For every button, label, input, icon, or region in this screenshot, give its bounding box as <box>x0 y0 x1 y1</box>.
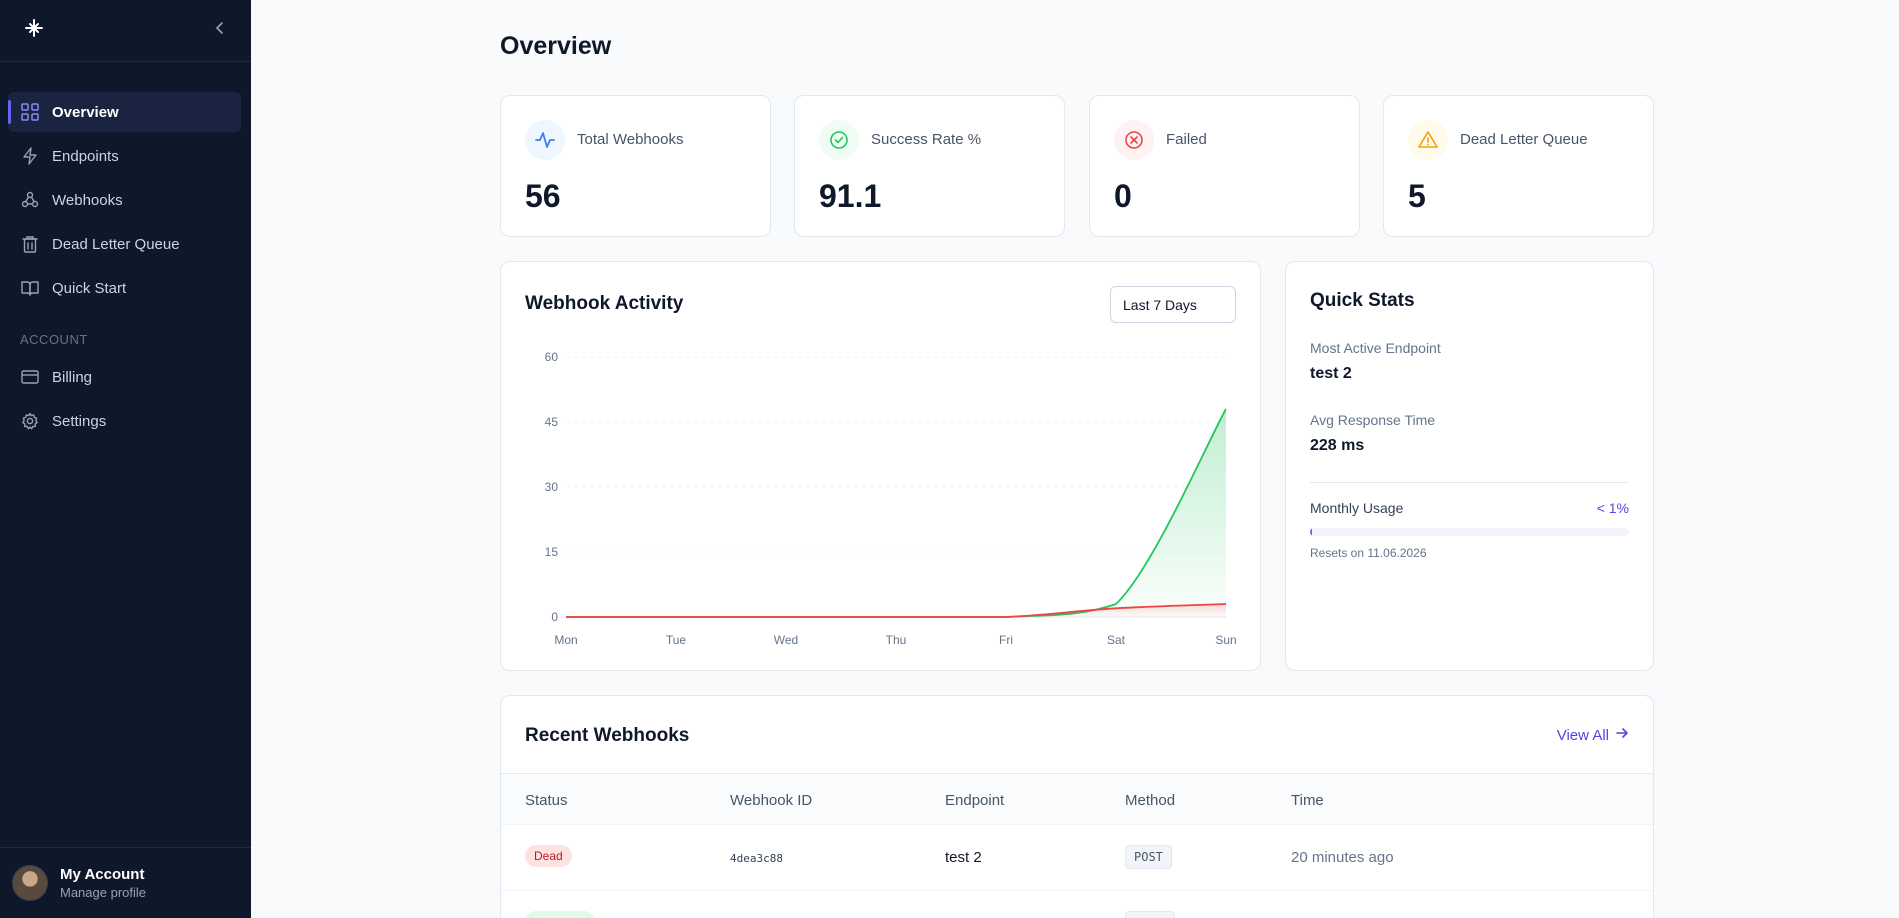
webhook-id: 4dea3c88 <box>730 852 783 865</box>
series-area <box>566 409 1226 617</box>
trash-icon <box>20 234 40 254</box>
sidebar-item-endpoints[interactable]: Endpoints <box>8 136 241 176</box>
most-active-endpoint-value: test 2 <box>1310 365 1352 382</box>
lightning-icon <box>20 146 40 166</box>
y-tick-label: 30 <box>545 480 559 494</box>
recent-webhooks-card: Recent Webhooks View All Status Webhook … <box>500 695 1654 918</box>
x-tick-label: Fri <box>999 633 1013 647</box>
avatar <box>12 865 48 901</box>
account-section-title: ACCOUNT <box>20 332 88 347</box>
avg-response-time-value: 228 ms <box>1310 437 1365 454</box>
stat-card-success-rate: Success Rate % 91.1 <box>794 95 1065 237</box>
stat-label: Dead Letter Queue <box>1460 131 1588 148</box>
activity-icon <box>525 120 565 160</box>
table-row[interactable] <box>501 890 1653 918</box>
monthly-usage-value: < 1% <box>1596 500 1629 516</box>
series-line <box>566 408 1227 618</box>
x-tick-label: Tue <box>666 633 687 647</box>
chevron-left-icon[interactable] <box>213 21 227 40</box>
x-tick-label: Sat <box>1107 633 1126 647</box>
recent-webhooks-title: Recent Webhooks <box>525 725 690 746</box>
series-line <box>566 603 1227 618</box>
view-all-label: View All <box>1556 726 1609 744</box>
most-active-endpoint-label: Most Active Endpoint <box>1310 340 1441 356</box>
usage-reset-text: Resets on 11.06.2026 <box>1310 546 1427 560</box>
view-all-link[interactable]: View All <box>1557 726 1629 744</box>
column-header-time: Time <box>1291 792 1324 809</box>
gear-icon <box>20 411 40 431</box>
method-badge: POST <box>1125 845 1172 869</box>
activity-chart: 0 15 30 45 60 Mon Tue Wed Thu Fri Sat Sun <box>545 350 1237 647</box>
x-tick-label: Mon <box>554 633 577 647</box>
sidebar-item-settings[interactable]: Settings <box>8 401 241 441</box>
logo-icon[interactable] <box>24 18 44 43</box>
avg-response-time-label: Avg Response Time <box>1310 412 1436 428</box>
account-subtitle: Manage profile <box>60 885 146 900</box>
sidebar-item-dead-letter-queue[interactable]: Dead Letter Queue <box>8 224 241 264</box>
quick-stats-title: Quick Stats <box>1310 290 1415 311</box>
sidebar-item-label: Overview <box>52 103 119 121</box>
stat-card-total-webhooks: Total Webhooks 56 <box>500 95 771 237</box>
stat-card-dead-letter-queue: Dead Letter Queue 5 <box>1383 95 1654 237</box>
column-header-endpoint: Endpoint <box>945 792 1005 809</box>
arrow-right-icon <box>1615 726 1629 744</box>
monthly-usage-fill <box>1310 528 1312 536</box>
date-range-select[interactable]: Last 7 Days <box>1110 286 1236 323</box>
check-circle-icon <box>819 120 859 160</box>
stat-value: 5 <box>1408 178 1426 214</box>
time-ago: 20 minutes ago <box>1291 849 1394 866</box>
sidebar-item-label: Endpoints <box>52 147 119 165</box>
sidebar-item-label: Dead Letter Queue <box>52 235 180 253</box>
method-badge <box>1125 911 1175 918</box>
sidebar-item-billing[interactable]: Billing <box>8 357 241 397</box>
sidebar-item-label: Settings <box>52 412 107 430</box>
status-badge <box>525 911 595 918</box>
sidebar-item-label: Billing <box>52 368 93 386</box>
endpoint-name: test 2 <box>945 849 982 866</box>
webhook-activity-card: Webhook Activity Last 7 Days 0 15 30 45 60 Mo… <box>500 261 1261 671</box>
table-header: Status Webhook ID Endpoint Method Time <box>501 773 1653 824</box>
sidebar-item-label: Quick Start <box>52 279 127 297</box>
x-tick-label: Wed <box>774 633 798 647</box>
status-badge: Dead <box>525 845 572 867</box>
stat-card-failed: Failed 0 <box>1089 95 1360 237</box>
stat-label: Success Rate % <box>871 131 982 148</box>
stat-label: Total Webhooks <box>577 131 684 148</box>
table-row[interactable]: Dead 4dea3c88 test 2 POST 20 minutes ago <box>501 824 1653 890</box>
column-header-webhook-id: Webhook ID <box>730 792 813 809</box>
monthly-usage-label: Monthly Usage <box>1310 500 1404 516</box>
webhook-icon <box>20 190 40 210</box>
quick-stats-card: Quick Stats Most Active Endpoint test 2 … <box>1285 261 1654 671</box>
sidebar: Overview Endpoints Webhooks Dead Letter … <box>0 0 251 918</box>
sidebar-nav: Overview Endpoints Webhooks Dead Letter … <box>0 62 251 441</box>
y-tick-label: 15 <box>545 545 559 559</box>
account-menu[interactable]: My Account Manage profile <box>0 847 251 918</box>
x-circle-icon <box>1114 120 1154 160</box>
y-tick-label: 60 <box>545 350 559 364</box>
stat-label: Failed <box>1166 131 1207 148</box>
sidebar-item-label: Webhooks <box>52 191 123 209</box>
x-tick-label: Thu <box>886 633 907 647</box>
x-tick-label: Sun <box>1215 633 1236 647</box>
page-title: Overview <box>500 32 612 60</box>
y-tick-label: 45 <box>545 415 559 429</box>
chart-title: Webhook Activity <box>525 293 684 314</box>
divider <box>1310 482 1629 483</box>
account-name: My Account <box>60 866 145 883</box>
stat-value: 0 <box>1114 178 1132 214</box>
stat-value: 91.1 <box>819 178 882 214</box>
grid-icon <box>20 102 40 122</box>
stat-value: 56 <box>525 178 561 214</box>
column-header-status: Status <box>525 792 568 809</box>
sidebar-item-quick-start[interactable]: Quick Start <box>8 268 241 308</box>
sidebar-header <box>0 0 251 62</box>
book-icon <box>20 278 40 298</box>
sidebar-item-overview[interactable]: Overview <box>8 92 241 132</box>
column-header-method: Method <box>1125 792 1176 809</box>
sidebar-item-webhooks[interactable]: Webhooks <box>8 180 241 220</box>
y-tick-label: 0 <box>551 610 558 624</box>
monthly-usage-bar <box>1310 528 1629 536</box>
credit-card-icon <box>20 367 40 387</box>
alert-triangle-icon <box>1408 120 1448 160</box>
